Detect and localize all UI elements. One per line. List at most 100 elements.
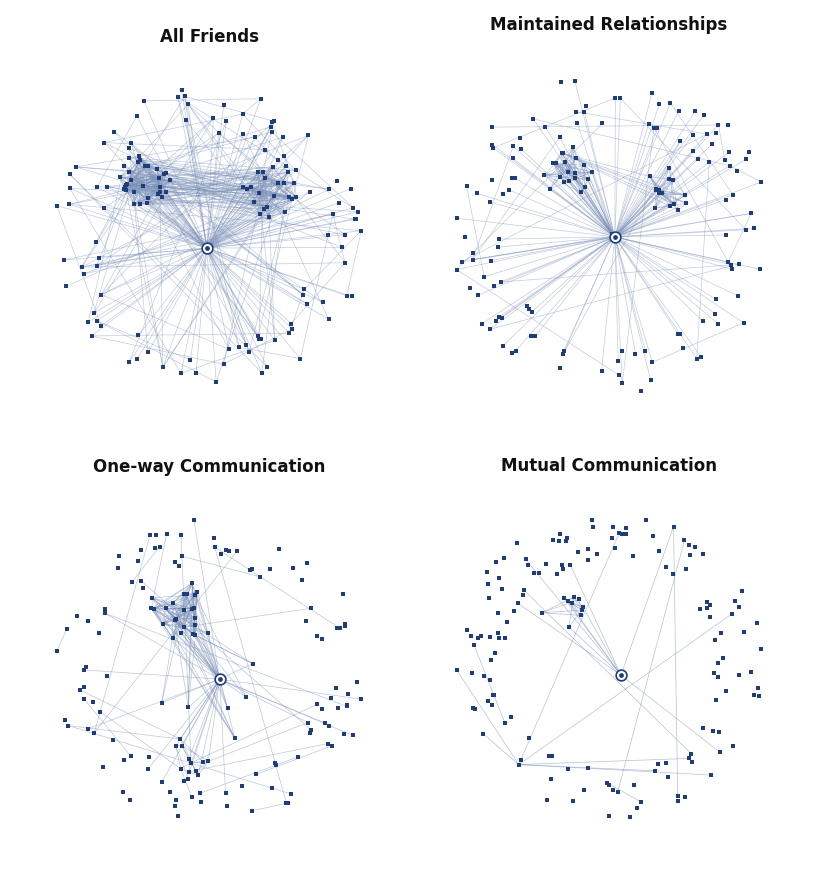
Point: [137, 178, 150, 193]
Point: [586, 165, 599, 179]
Point: [653, 186, 666, 201]
Point: [220, 114, 233, 128]
Point: [60, 280, 73, 294]
Point: [280, 159, 293, 173]
Point: [169, 555, 182, 569]
Point: [697, 720, 710, 735]
Point: [726, 187, 739, 202]
Point: [707, 724, 720, 738]
Point: [182, 772, 195, 787]
Point: [170, 612, 183, 626]
Point: [489, 646, 502, 660]
Point: [578, 105, 591, 119]
Point: [330, 174, 344, 188]
Point: [134, 152, 147, 167]
Point: [554, 75, 567, 90]
Point: [451, 211, 464, 226]
Point: [88, 306, 101, 320]
Point: [574, 608, 587, 623]
Point: [254, 332, 267, 346]
Point: [108, 125, 121, 139]
Point: [300, 615, 313, 629]
Point: [213, 672, 227, 686]
Point: [450, 263, 463, 277]
Point: [609, 229, 622, 244]
Point: [689, 104, 702, 118]
Point: [737, 625, 750, 639]
Point: [509, 171, 522, 185]
Point: [720, 684, 733, 698]
Point: [723, 159, 736, 173]
Point: [166, 596, 179, 610]
Point: [185, 755, 198, 770]
Point: [175, 738, 188, 753]
Point: [551, 566, 564, 581]
Point: [744, 206, 757, 220]
Point: [483, 590, 496, 605]
Point: [240, 182, 253, 196]
Point: [352, 204, 365, 219]
Point: [303, 185, 316, 199]
Point: [118, 159, 131, 173]
Point: [133, 197, 146, 211]
Point: [733, 256, 746, 271]
Point: [466, 701, 479, 715]
Point: [603, 778, 616, 792]
Point: [652, 544, 665, 558]
Point: [123, 355, 136, 369]
Point: [546, 156, 560, 170]
Point: [482, 577, 495, 591]
Point: [209, 375, 222, 389]
Point: [143, 750, 156, 764]
Point: [745, 666, 758, 680]
Point: [283, 326, 296, 340]
Point: [485, 120, 498, 134]
Point: [201, 625, 214, 640]
Point: [97, 135, 110, 150]
Point: [268, 333, 281, 348]
Point: [550, 156, 563, 170]
Point: [78, 266, 91, 280]
Point: [578, 180, 591, 194]
Point: [202, 754, 215, 769]
Point: [251, 329, 264, 343]
Point: [712, 670, 725, 685]
Point: [555, 557, 569, 572]
Point: [179, 113, 192, 127]
Point: [605, 227, 618, 241]
Point: [255, 366, 268, 380]
Point: [526, 305, 539, 319]
Point: [141, 196, 154, 211]
Point: [613, 526, 626, 540]
Point: [219, 786, 232, 800]
Point: [61, 622, 74, 636]
Point: [680, 196, 693, 211]
Point: [666, 567, 679, 582]
Point: [330, 681, 343, 695]
Title: One-way Communication: One-way Communication: [92, 458, 326, 476]
Point: [350, 675, 363, 689]
Point: [98, 606, 111, 620]
Point: [676, 340, 690, 355]
Point: [133, 149, 146, 163]
Point: [182, 752, 196, 766]
Point: [169, 738, 182, 753]
Point: [701, 601, 714, 616]
Point: [595, 364, 608, 378]
Point: [254, 207, 267, 221]
Point: [355, 692, 368, 706]
Point: [561, 165, 574, 179]
Point: [528, 329, 542, 343]
Point: [246, 563, 259, 577]
Point: [339, 228, 352, 242]
Point: [187, 627, 200, 642]
Point: [183, 764, 196, 779]
Point: [492, 310, 506, 324]
Point: [178, 89, 191, 103]
Point: [712, 656, 725, 670]
Point: [338, 728, 351, 742]
Point: [221, 799, 234, 814]
Point: [684, 547, 697, 562]
Point: [484, 254, 497, 268]
Point: [561, 593, 574, 607]
